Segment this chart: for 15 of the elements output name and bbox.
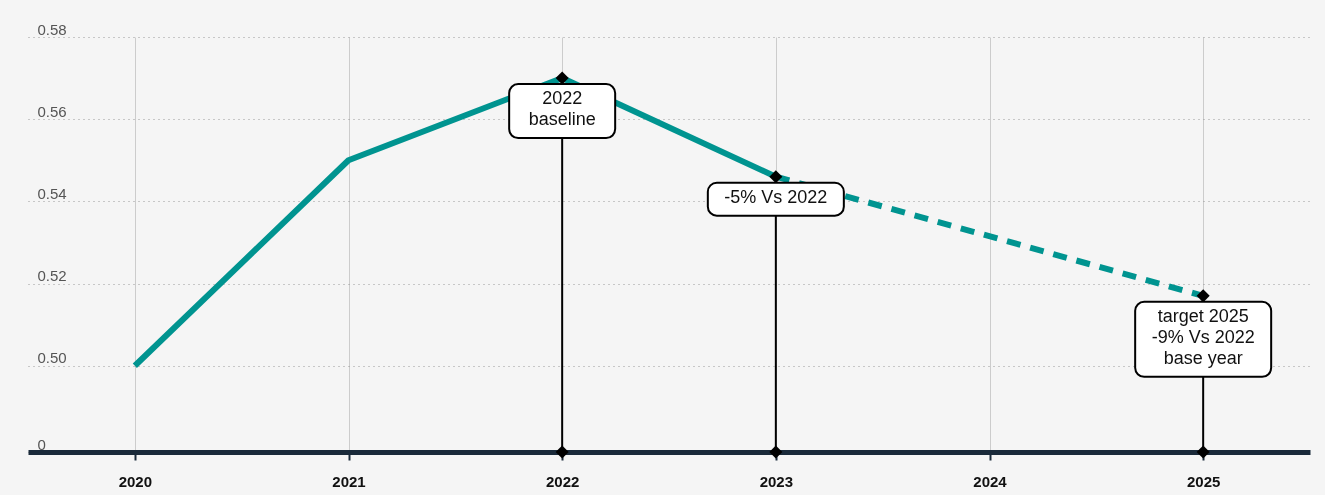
y-tick-label: 0.58 — [37, 20, 67, 38]
y-tick-label: 0 — [37, 435, 46, 453]
x-tick-label: 2024 — [973, 472, 1008, 490]
annotation: target 2025 -9% Vs 2022 base year — [1151, 305, 1255, 368]
y-tick-label: 0.54 — [37, 184, 67, 202]
x-tick-label: 2021 — [332, 472, 366, 490]
y-tick-label: 0.56 — [37, 102, 67, 120]
y-tick-label: 0.50 — [37, 349, 67, 367]
x-tick-label: 2020 — [118, 472, 153, 490]
annotation: 2022 baseline — [528, 88, 596, 130]
y-tick-label: 0.52 — [37, 267, 67, 285]
x-tick-label: 2023 — [759, 472, 794, 490]
annotation: -5% Vs 2022 — [724, 186, 828, 207]
x-tick-label: 2022 — [545, 472, 580, 490]
x-tick-label: 2025 — [1186, 472, 1221, 490]
